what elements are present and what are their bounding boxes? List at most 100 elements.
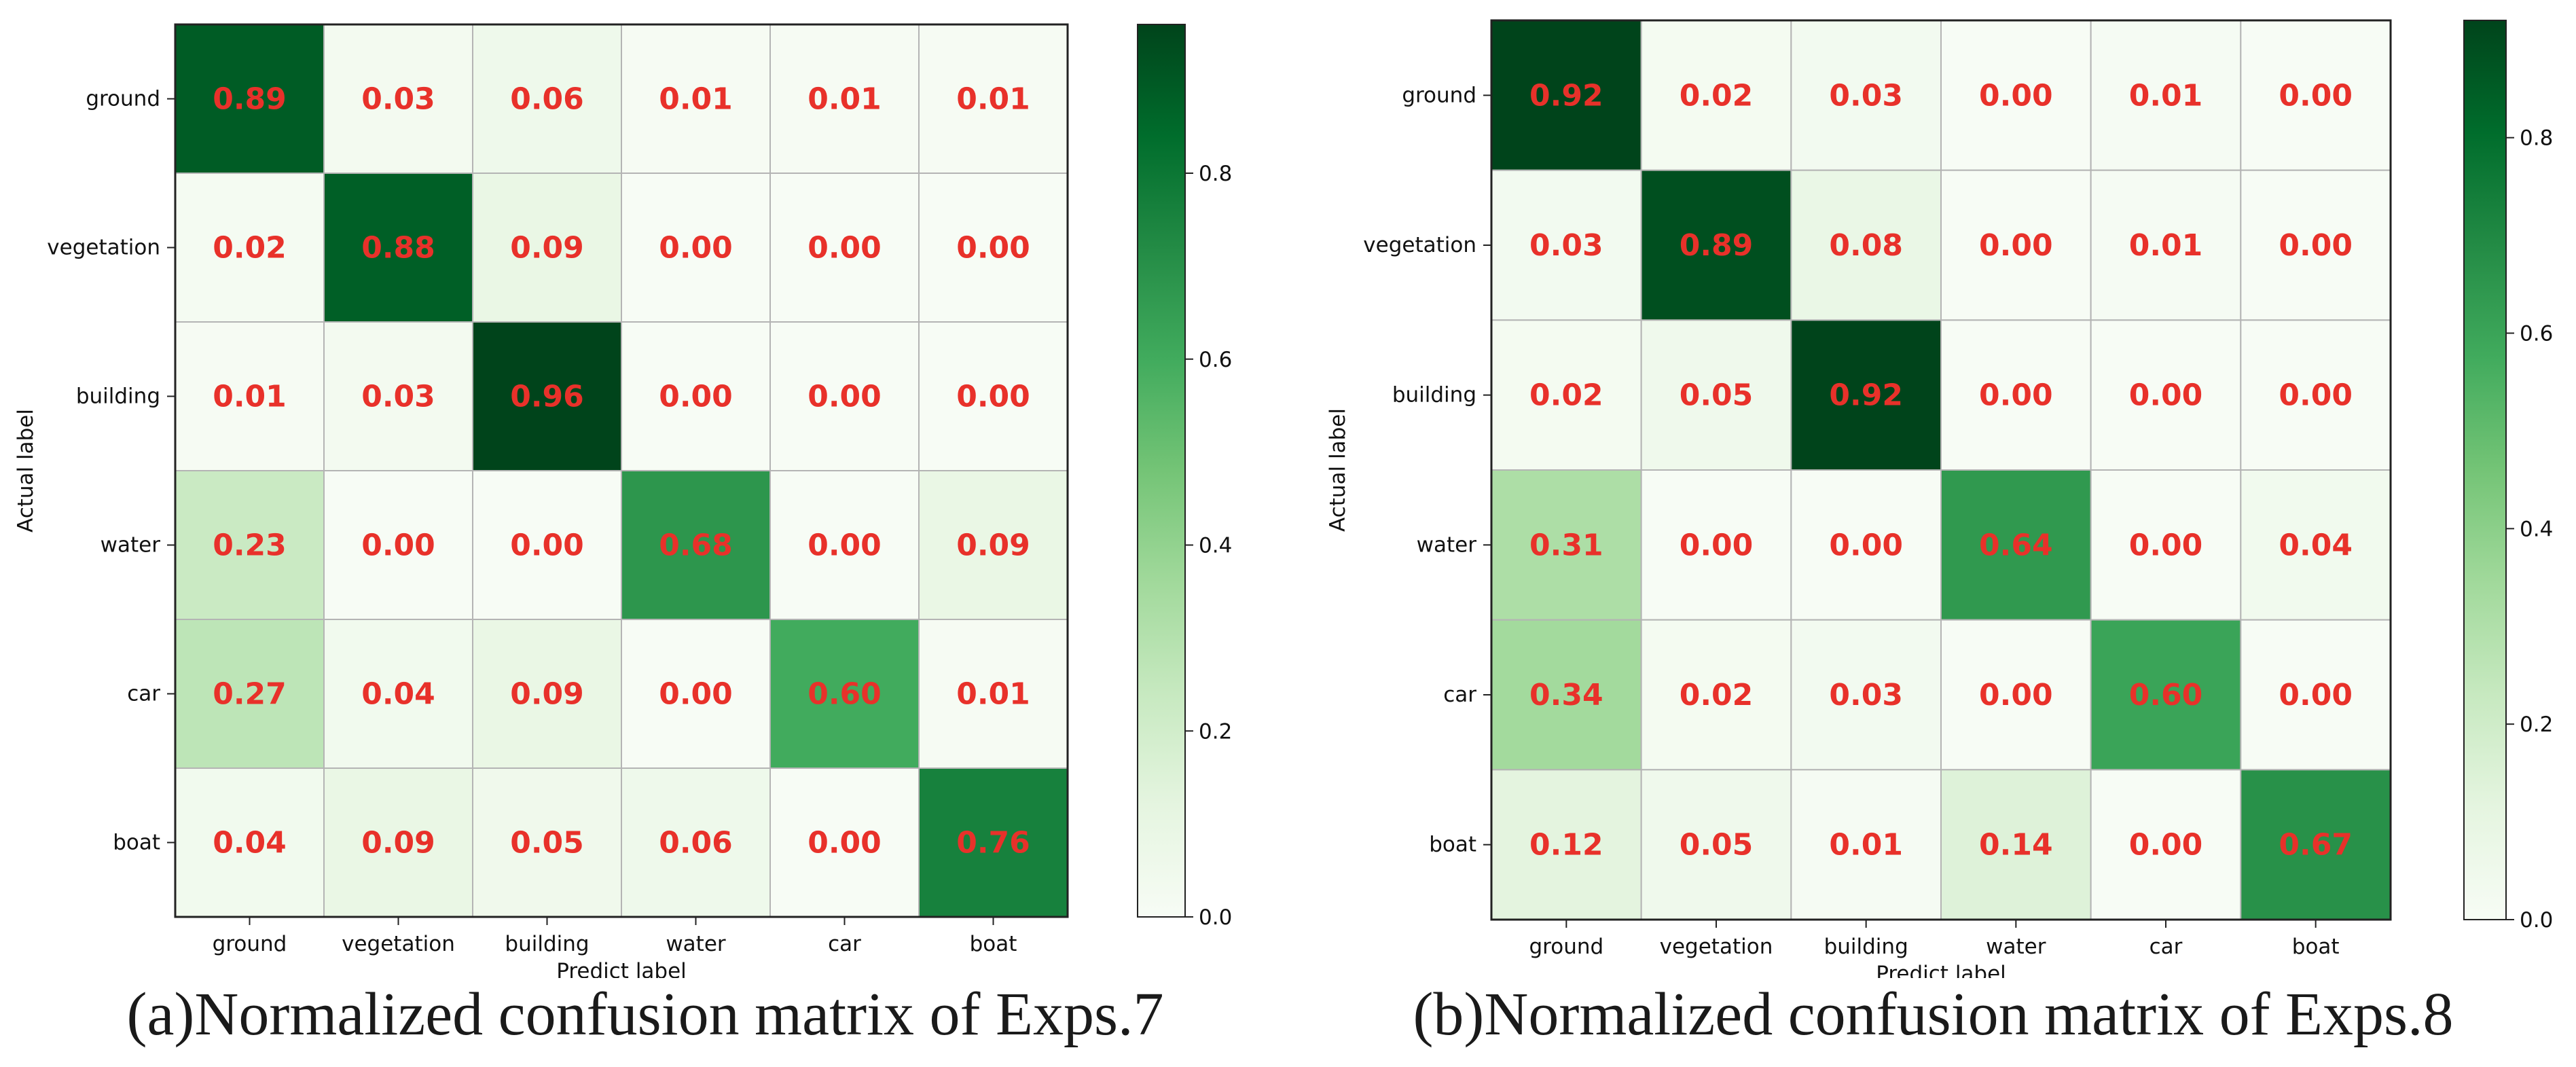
- cell-a-r0-c3: [621, 24, 771, 174]
- cell-a-r0-c1: [323, 24, 473, 174]
- y-tick-label-b-2: building: [1392, 383, 1476, 408]
- cell-b-r3-c3: [1940, 469, 2092, 621]
- cell-value-a-r4-c5: 0.01: [956, 677, 1030, 712]
- cell-a-r2-c0: [175, 321, 325, 471]
- cell-a-r2-c3: [621, 321, 771, 471]
- y-tick-label-a-2: building: [76, 384, 160, 409]
- cell-value-a-r1-c4: 0.00: [808, 231, 882, 266]
- cell-b-r2-c1: [1640, 319, 1792, 471]
- cell-b-r5-c2: [1790, 769, 1942, 921]
- cell-value-b-r5-c0: 0.12: [1529, 828, 1603, 863]
- cell-value-b-r3-c4: 0.00: [2129, 528, 2203, 562]
- colorbar-tick-label-a-4: 0.8: [1199, 162, 1232, 186]
- cell-value-a-r0-c0: 0.89: [213, 82, 287, 117]
- chart-caption-b: (b)Normalized confusion matrix of Exps.8: [1413, 981, 2454, 1048]
- cell-value-b-r2-c0: 0.02: [1529, 378, 1603, 413]
- cell-value-b-r5-c2: 0.01: [1829, 828, 1903, 863]
- cell-value-b-r4-c5: 0.00: [2279, 678, 2353, 712]
- cell-a-r4-c3: [621, 619, 771, 769]
- cell-a-r2-c2: [472, 321, 622, 471]
- x-tick-label-b-1: vegetation: [1660, 935, 1773, 959]
- y-axis-label-a: Actual label: [14, 409, 38, 532]
- cell-b-r4-c0: [1491, 619, 1642, 771]
- confusion-matrix-panel-a: 0.89 0.03 0.06 0.01 0.01 0.01 0.02 0.88 0.09 0.00…: [14, 23, 1232, 1048]
- cell-value-a-r1-c5: 0.00: [956, 231, 1030, 266]
- cell-b-r2-c2: [1790, 319, 1942, 471]
- cell-value-b-r1-c5: 0.00: [2279, 228, 2353, 263]
- cell-value-b-r2-c1: 0.05: [1680, 378, 1754, 413]
- cell-value-a-r0-c5: 0.01: [956, 82, 1030, 117]
- cell-a-r4-c2: [472, 619, 622, 769]
- x-tick-label-b-5: boat: [2292, 935, 2340, 959]
- y-tick-label-a-0: ground: [86, 87, 160, 111]
- cell-a-r3-c4: [769, 470, 920, 620]
- cell-a-r4-c0: [175, 619, 325, 769]
- cell-value-b-r2-c4: 0.00: [2129, 378, 2203, 413]
- cell-value-b-r2-c5: 0.00: [2279, 378, 2353, 413]
- cell-b-r1-c5: [2240, 169, 2392, 321]
- cell-value-a-r2-c3: 0.00: [659, 380, 733, 414]
- colorbar-tick-label-a-2: 0.4: [1199, 534, 1232, 558]
- cell-value-a-r4-c1: 0.04: [361, 677, 435, 712]
- cell-value-b-r3-c5: 0.04: [2279, 528, 2353, 562]
- x-axis-label-a: Predict label: [556, 959, 687, 978]
- x-tick-label-b-4: car: [2149, 935, 2183, 959]
- cell-value-a-r5-c0: 0.04: [213, 826, 287, 861]
- cell-a-r2-c1: [323, 321, 473, 471]
- cell-value-b-r0-c1: 0.02: [1680, 78, 1754, 113]
- cell-value-a-r4-c3: 0.00: [659, 677, 733, 712]
- cell-b-r5-c5: [2240, 769, 2392, 921]
- cell-b-r5-c0: [1491, 769, 1642, 921]
- cell-value-b-r3-c0: 0.31: [1529, 528, 1603, 562]
- cell-b-r2-c0: [1491, 319, 1642, 471]
- y-axis-label-b: Actual label: [1326, 408, 1350, 532]
- confusion-matrix-panel-b: 0.92 0.02 0.03 0.00 0.01 0.00 0.03 0.89 0.08 0.00…: [1290, 0, 2576, 1067]
- cell-a-r2-c5: [918, 321, 1068, 471]
- cell-value-a-r2-c5: 0.00: [956, 380, 1030, 414]
- colorbar-tick-label-b-1: 0.2: [2520, 712, 2553, 737]
- colorbar-a: [1137, 24, 1186, 918]
- cell-value-a-r2-c2: 0.96: [510, 380, 584, 414]
- cell-b-r2-c3: [1940, 319, 2092, 471]
- cell-value-b-r4-c2: 0.03: [1829, 678, 1903, 712]
- cell-value-a-r3-c5: 0.09: [956, 528, 1030, 563]
- x-tick-label-a-5: boat: [970, 932, 1017, 956]
- cell-value-a-r1-c0: 0.02: [213, 231, 287, 266]
- cell-value-b-r2-c2: 0.92: [1829, 378, 1903, 413]
- cell-a-r3-c1: [323, 470, 473, 620]
- cell-value-b-r1-c4: 0.01: [2129, 228, 2203, 263]
- cell-value-b-r3-c3: 0.64: [1979, 528, 2053, 562]
- y-tick-label-b-4: car: [1443, 683, 1476, 707]
- cell-value-a-r0-c3: 0.01: [659, 82, 733, 117]
- x-tick-label-b-2: building: [1824, 935, 1908, 959]
- x-tick-label-a-3: water: [666, 932, 726, 956]
- cell-a-r0-c5: [918, 24, 1068, 174]
- cell-value-b-r5-c3: 0.14: [1979, 828, 2053, 863]
- x-tick-label-a-2: building: [505, 932, 589, 956]
- cell-value-a-r1-c1: 0.88: [361, 231, 435, 266]
- x-tick-label-a-0: ground: [213, 932, 287, 956]
- cell-value-a-r0-c2: 0.06: [510, 82, 584, 117]
- cell-b-r4-c5: [2240, 619, 2392, 771]
- colorbar-b: [2463, 20, 2507, 920]
- cell-value-b-r1-c2: 0.08: [1829, 228, 1903, 263]
- cell-b-r0-c3: [1940, 20, 2092, 171]
- colorbar-tick-label-a-3: 0.6: [1199, 348, 1232, 372]
- cell-value-b-r3-c1: 0.00: [1680, 528, 1754, 562]
- cell-value-a-r5-c4: 0.00: [808, 826, 882, 861]
- cell-value-a-r4-c2: 0.09: [510, 677, 584, 712]
- matrix-frame-a: [174, 23, 1069, 918]
- cell-value-a-r3-c4: 0.00: [808, 528, 882, 563]
- x-tick-label-a-1: vegetation: [342, 932, 455, 956]
- y-tick-label-a-3: water: [101, 533, 161, 558]
- colorbar-tick-label-b-0: 0.0: [2520, 908, 2553, 933]
- cell-value-b-r5-c5: 0.67: [2279, 828, 2353, 863]
- cell-b-r3-c0: [1491, 469, 1642, 621]
- cell-value-b-r4-c0: 0.34: [1529, 678, 1603, 712]
- cell-value-a-r1-c3: 0.00: [659, 231, 733, 266]
- cell-b-r5-c3: [1940, 769, 2092, 921]
- cell-b-r1-c1: [1640, 169, 1792, 321]
- cell-b-r4-c1: [1640, 619, 1792, 771]
- cell-value-a-r5-c3: 0.06: [659, 826, 733, 861]
- cell-value-a-r3-c2: 0.00: [510, 528, 584, 563]
